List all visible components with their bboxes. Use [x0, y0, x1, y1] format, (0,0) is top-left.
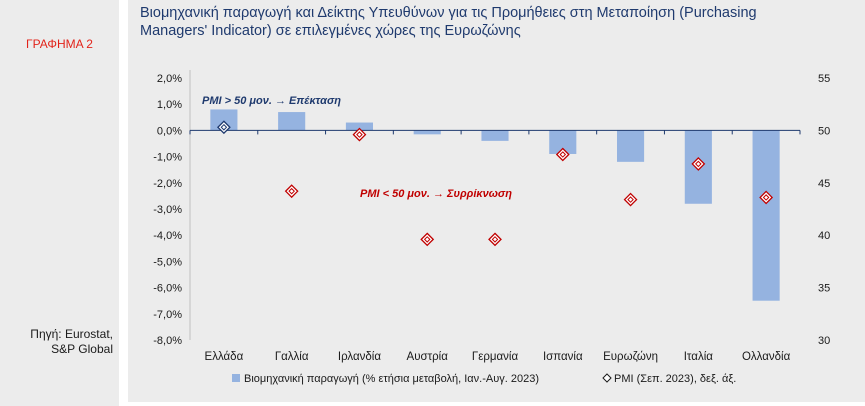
x-category-label: Ελλάδα [205, 351, 244, 363]
bar [278, 112, 306, 131]
legend-pmi-label: PMI (Σεπ. 2023), δεξ. άξ. [614, 373, 736, 385]
legend-bar-label: Βιομηχανική παραγωγή (% ετήσια μεταβολή,… [244, 373, 539, 385]
pmi-marker-inner [423, 236, 431, 243]
y-left-tick-label: -5,0% [153, 256, 182, 268]
chart-svg: 2,0% 1,0% 0,0% -1,0% -2,0% -3,0% -4,0% -5,0% -6,… [153, 70, 830, 385]
y-right-tick-label: 50 [818, 125, 830, 137]
x-category-label: Ολλανδία [742, 351, 791, 363]
x-category-label: Ιρλανδία [338, 351, 381, 363]
bar [752, 130, 780, 301]
bar [617, 130, 645, 162]
source-line-2: S&P Global [51, 342, 113, 356]
source-note: Πηγή: Eurostat, S&P Global [0, 327, 113, 357]
y-left-tick-label: -6,0% [153, 283, 182, 295]
y-right-tick-label: 40 [818, 230, 830, 242]
source-line-1: Πηγή: Eurostat, [30, 327, 113, 341]
pmi-marker-inner [288, 187, 295, 195]
x-category-label: Ιταλία [684, 351, 714, 363]
y-left-tick-label: -3,0% [153, 204, 182, 216]
chart-title-line-1: Βιομηχανική παραγωγή και Δείκτης Υπευθύν… [140, 5, 757, 21]
bar [549, 130, 577, 154]
pmi-marker-inner [695, 160, 702, 168]
pmi-marker-inner [762, 194, 770, 201]
chart-title-line-2: Managers' Indicator) σε επιλεγμένες χώρε… [140, 23, 521, 39]
y-right-tick-label: 45 [818, 178, 830, 190]
y-left-tick-label: 2,0% [157, 73, 182, 85]
chart-title: Βιομηχανική παραγωγή και Δείκτης Υπευθύν… [140, 4, 860, 40]
pmi-marker-inner [559, 151, 567, 158]
y-right-tick-label: 30 [818, 335, 830, 347]
y-left-tick-label: 0,0% [157, 125, 182, 137]
pmi-marker-inner [220, 123, 228, 131]
x-category-label: Ευρωζώνη [603, 351, 658, 363]
y-left-tick-label: -2,0% [153, 178, 182, 190]
x-category-label: Αυστρία [407, 351, 449, 363]
y-left-tick-label: -7,0% [153, 309, 182, 321]
legend-pmi-swatch [602, 373, 612, 383]
x-category-label: Γερμανία [472, 351, 519, 363]
y-right-tick-label: 35 [818, 283, 830, 295]
pmi-marker-inner [627, 196, 634, 203]
y-left-tick-label: -8,0% [153, 335, 182, 347]
pmi-marker-inner [356, 131, 363, 138]
sidebar: ΓΡΑΦΗΜΑ 2 Πηγή: Eurostat, S&P Global [0, 0, 119, 406]
bar [481, 130, 509, 141]
y-right-tick-label: 55 [818, 73, 830, 85]
legend-bar-swatch [232, 374, 240, 382]
y-left-tick-label: -1,0% [153, 152, 182, 164]
annotation-contraction: PMI < 50 μον. → Συρρίκνωση [360, 188, 512, 200]
chart-panel [128, 0, 865, 402]
figure-label: ΓΡΑΦΗΜΑ 2 [26, 37, 93, 51]
bar [413, 130, 441, 135]
bar [345, 122, 373, 131]
x-category-label: Γαλλία [275, 351, 309, 363]
pmi-marker-inner [491, 236, 499, 243]
y-left-tick-label: -4,0% [153, 230, 182, 242]
bar [210, 109, 238, 131]
annotation-expansion: PMI > 50 μον. → Επέκταση [202, 95, 341, 107]
y-left-tick-label: 1,0% [157, 99, 182, 111]
x-category-label: Ισπανία [543, 351, 583, 363]
